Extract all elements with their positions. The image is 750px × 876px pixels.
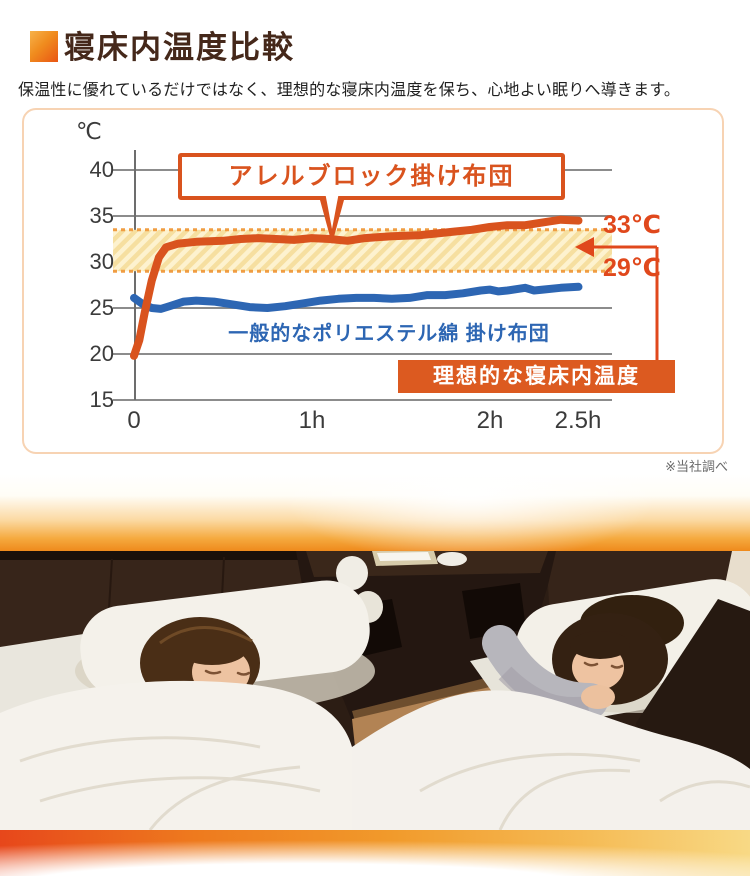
section-subtitle: 保温性に優れているだけではなく、理想的な寝床内温度を保ち、心地よい眠りへ導きます… xyxy=(18,82,681,99)
right-duvet-folds xyxy=(419,752,750,830)
x-tick: 0 xyxy=(127,407,141,434)
left-duvet xyxy=(0,680,356,830)
left-bed xyxy=(0,580,375,830)
orange-gradient-top xyxy=(0,474,750,551)
x-tick: 2h xyxy=(476,407,504,434)
x-tick: 1h xyxy=(298,407,326,434)
y-tick: 40 xyxy=(89,157,114,182)
temperature-comparison-chart: ℃ 40 35 30 25 20 15 0 1h 2h 2.5h アレルブロック… xyxy=(22,108,724,454)
right-duvet xyxy=(352,690,750,830)
ideal-temperature-box: 理想的な寝床内温度 xyxy=(398,360,675,393)
x-tick: 2.5h xyxy=(554,407,602,434)
source-note: ※当社調べ xyxy=(665,459,728,474)
books-on-shelf xyxy=(372,551,438,566)
page-title: 寝床内温度比較 xyxy=(64,30,295,65)
y-tick: 20 xyxy=(89,341,114,366)
right-bed xyxy=(352,579,750,830)
photo-sleeping-comparison xyxy=(0,551,750,830)
band-bottom-temp-label: 29℃ xyxy=(602,254,662,282)
left-duvet-folds xyxy=(19,736,321,830)
y-tick: 35 xyxy=(89,203,114,228)
band-callout-arrow xyxy=(575,237,659,362)
polyester-series-label: 一般的なポリエステル綿 掛け布団 xyxy=(228,323,550,345)
y-axis-unit-label: ℃ xyxy=(76,118,102,144)
y-tick: 25 xyxy=(89,295,114,320)
polyester-futon-line xyxy=(130,282,583,313)
band-top-temp-label: 33℃ xyxy=(602,211,662,239)
orange-gradient-bottom xyxy=(0,830,750,876)
section-bullet-icon xyxy=(30,31,58,62)
allerblock-series-label: アレルブロック掛け布団 xyxy=(178,153,565,244)
y-tick: 15 xyxy=(89,387,114,412)
y-tick: 30 xyxy=(89,249,114,274)
sleeping-woman-right xyxy=(482,595,684,719)
